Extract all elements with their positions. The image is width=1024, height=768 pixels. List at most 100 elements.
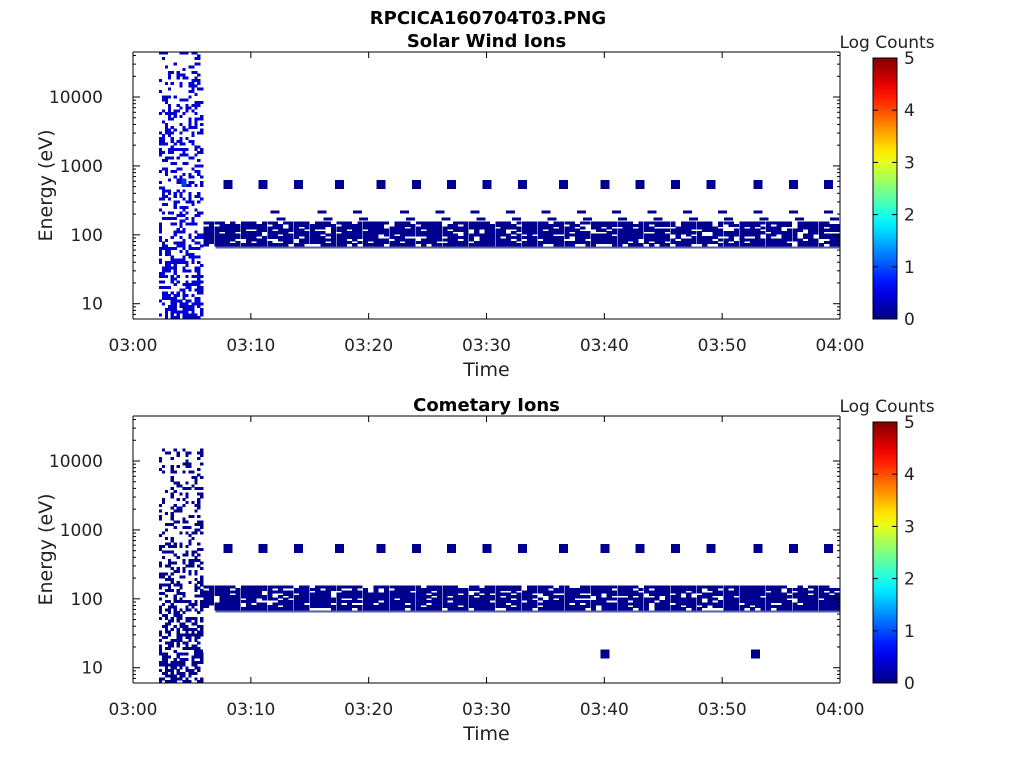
data-cell <box>185 183 189 187</box>
data-cell <box>649 590 655 594</box>
data-cell <box>665 233 671 237</box>
data-cell <box>288 223 294 228</box>
data-cell <box>191 622 195 626</box>
data-cell <box>665 228 671 232</box>
data-cell <box>765 238 771 242</box>
data-cell <box>357 235 363 240</box>
data-cell <box>197 274 201 278</box>
data-cell <box>267 592 273 596</box>
data-cell <box>293 590 300 594</box>
data-cell <box>194 556 198 560</box>
data-cell <box>495 602 501 606</box>
data-cell <box>224 590 231 594</box>
data-cell <box>170 580 174 584</box>
data-cell <box>197 520 201 524</box>
data-cell <box>214 607 220 611</box>
data-cell <box>373 595 379 599</box>
data-cell <box>179 142 183 146</box>
data-cell <box>179 222 183 226</box>
data-cell <box>505 597 512 601</box>
data-cell <box>479 607 485 611</box>
data-cell <box>182 600 186 604</box>
data-cell <box>176 614 180 618</box>
data-cell <box>410 597 416 601</box>
data-cell <box>167 103 171 107</box>
data-cell <box>362 604 368 608</box>
data-cell <box>389 595 395 599</box>
data-cell <box>182 674 186 678</box>
data-cell <box>606 226 612 230</box>
data-cell <box>431 592 437 596</box>
data-cell <box>197 81 201 85</box>
data-cell <box>399 221 406 225</box>
data-cell <box>251 238 257 242</box>
data-cell <box>680 599 687 604</box>
data-cell <box>627 221 634 225</box>
data-cell <box>173 569 177 573</box>
data-cell <box>191 553 195 557</box>
data-cell <box>744 587 750 592</box>
data-cell <box>161 625 166 629</box>
data-cell <box>564 233 570 237</box>
data-cell <box>200 619 204 623</box>
data-cell <box>760 585 766 589</box>
data-cell <box>194 101 198 105</box>
data-cell <box>357 223 363 228</box>
data-cell <box>749 587 756 592</box>
data-cell <box>346 235 353 240</box>
data-cell <box>194 222 198 226</box>
data-cell <box>378 238 384 242</box>
data-cell <box>209 238 215 242</box>
data-cell <box>200 288 204 292</box>
data-cell <box>394 595 400 599</box>
data-cell <box>179 98 183 102</box>
data-cell <box>191 103 195 107</box>
data-cell <box>437 604 443 608</box>
data-cell <box>179 123 183 127</box>
data-cell <box>569 599 575 604</box>
data-cell <box>240 231 247 235</box>
data-cell <box>696 599 703 604</box>
data-cell <box>378 595 384 599</box>
data-cell <box>441 217 451 221</box>
data-cell <box>179 586 183 590</box>
y-tick-label: 10 <box>81 295 103 315</box>
data-cell <box>164 247 169 251</box>
data-cell <box>760 243 766 247</box>
data-cell <box>161 167 166 171</box>
data-cell <box>262 221 268 225</box>
data-cell <box>272 223 278 228</box>
data-cell <box>161 120 166 124</box>
data-cell <box>164 263 169 267</box>
data-cell <box>495 223 501 228</box>
data-cell <box>437 592 443 596</box>
data-cell <box>158 153 163 157</box>
data-cell <box>164 663 169 667</box>
data-cell <box>200 183 204 187</box>
data-cell <box>781 238 787 242</box>
data-cell <box>376 180 386 190</box>
data-cell <box>373 228 379 232</box>
data-cell <box>452 243 459 247</box>
data-cell <box>680 607 687 611</box>
data-cell <box>200 451 204 455</box>
data-cell <box>558 585 565 589</box>
data-cell <box>447 223 453 228</box>
data-cell <box>167 263 171 267</box>
data-cell <box>191 181 195 185</box>
data-cell <box>611 231 618 235</box>
data-cell <box>405 597 411 601</box>
data-cell <box>659 607 665 611</box>
data-cell <box>176 109 180 113</box>
data-cell <box>760 604 766 608</box>
data-cell <box>194 183 198 187</box>
data-cell <box>808 599 814 604</box>
data-cell <box>368 243 374 247</box>
data-cell <box>179 506 183 510</box>
data-cell <box>824 607 830 611</box>
data-cell <box>512 217 522 221</box>
data-cell <box>569 223 575 228</box>
data-cell <box>680 597 687 601</box>
data-cell <box>200 181 204 185</box>
